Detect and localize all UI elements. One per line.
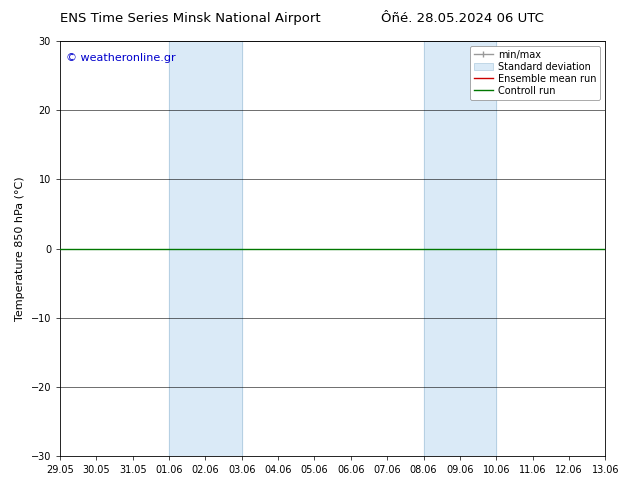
Bar (169, 41, 242, 456)
Legend: min/max, Standard deviation, Ensemble mean run, Controll run: min/max, Standard deviation, Ensemble me… (470, 46, 600, 99)
Text: © weatheronline.gr: © weatheronline.gr (65, 53, 175, 64)
Y-axis label: Temperature 850 hPa (°C): Temperature 850 hPa (°C) (15, 176, 25, 321)
Text: ENS Time Series Minsk National Airport: ENS Time Series Minsk National Airport (60, 12, 321, 25)
Bar (424, 41, 496, 456)
Text: Ôñé. 28.05.2024 06 UTC: Ôñé. 28.05.2024 06 UTC (382, 12, 544, 25)
